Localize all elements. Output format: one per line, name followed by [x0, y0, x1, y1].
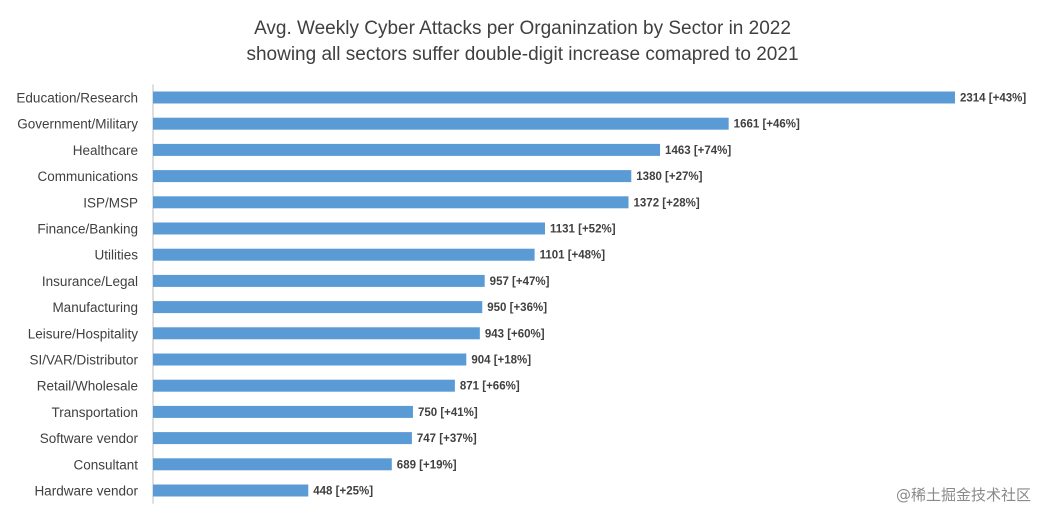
- watermark: @稀土掘金技术社区: [895, 486, 1031, 504]
- category-label: Transportation: [51, 405, 138, 420]
- data-label: 871 [+66%]: [460, 381, 520, 393]
- category-label: SI/VAR/Distributor: [29, 353, 138, 368]
- category-label: Education/Research: [16, 91, 138, 106]
- bar: [153, 143, 661, 156]
- data-label: 747 [+37%]: [417, 433, 477, 445]
- data-label: 950 [+36%]: [487, 302, 547, 314]
- category-label: Manufacturing: [52, 300, 138, 315]
- data-label: 448 [+25%]: [313, 486, 373, 498]
- data-label: 689 [+19%]: [397, 459, 457, 471]
- data-label: 943 [+60%]: [485, 328, 545, 340]
- chart-title: Avg. Weekly Cyber Attacks per Organinzat…: [254, 18, 791, 39]
- bar: [153, 458, 392, 471]
- data-label: 957 [+47%]: [490, 276, 550, 288]
- bar: [153, 432, 412, 445]
- category-label: Retail/Wholesale: [37, 379, 138, 394]
- data-label: 2314 [+43%]: [960, 93, 1026, 105]
- category-label: Healthcare: [73, 143, 138, 158]
- category-label: Utilities: [94, 248, 138, 263]
- bar: [153, 117, 729, 130]
- data-label: 1661 [+46%]: [734, 119, 800, 131]
- category-label: Hardware vendor: [34, 484, 138, 499]
- bar: [153, 222, 545, 235]
- data-label: 1101 [+48%]: [540, 250, 606, 262]
- category-label: Software vendor: [40, 431, 139, 446]
- bar: [153, 301, 483, 314]
- category-label: Insurance/Legal: [42, 274, 138, 289]
- data-label: 1372 [+28%]: [634, 197, 700, 209]
- bar: [153, 353, 467, 366]
- category-label: Consultant: [73, 457, 138, 472]
- category-label: Government/Military: [17, 117, 138, 132]
- data-label: 904 [+18%]: [471, 355, 531, 367]
- data-label: 1131 [+52%]: [550, 224, 616, 236]
- bar: [153, 248, 535, 261]
- bar: [153, 196, 629, 209]
- bar: [153, 91, 955, 104]
- bar: [153, 405, 413, 418]
- data-label: 1463 [+74%]: [665, 145, 731, 157]
- category-label: ISP/MSP: [83, 195, 138, 210]
- category-label: Communications: [37, 169, 138, 184]
- bar: [153, 484, 309, 497]
- category-label: Leisure/Hospitality: [28, 326, 139, 341]
- data-label: 1380 [+27%]: [636, 171, 702, 183]
- bar: [153, 327, 480, 340]
- data-label: 750 [+41%]: [418, 407, 478, 419]
- bar: [153, 379, 455, 392]
- chart-subtitle: showing all sectors suffer double-digit …: [246, 44, 799, 65]
- category-label: Finance/Banking: [37, 222, 138, 237]
- bar: [153, 274, 485, 287]
- bar: [153, 170, 632, 183]
